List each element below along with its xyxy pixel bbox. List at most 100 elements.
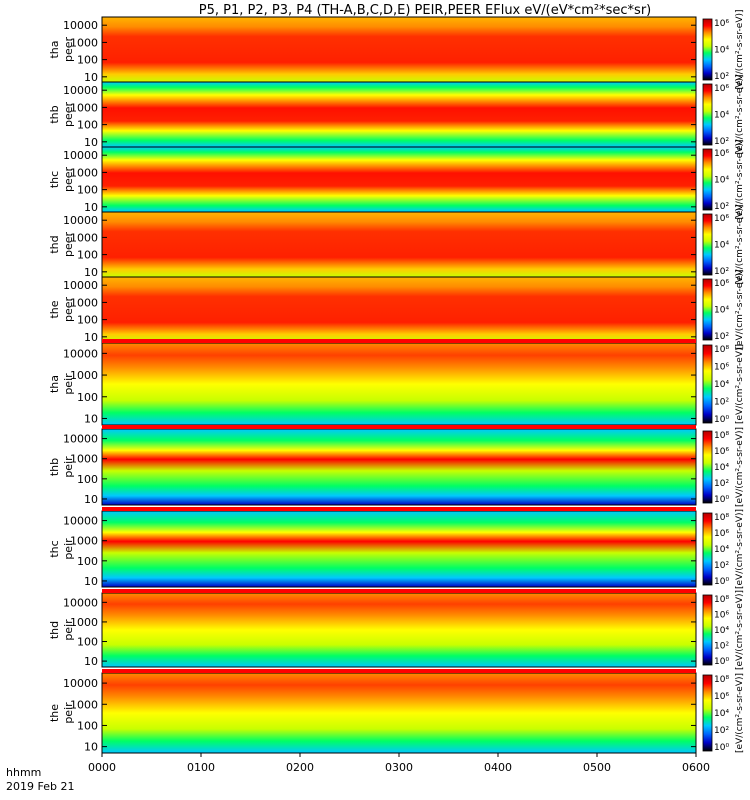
- colorbar: [702, 430, 713, 504]
- colorbar: [702, 83, 713, 146]
- panel-label-probe: thb: [48, 105, 61, 123]
- spectrogram-thd-peer: [102, 212, 696, 277]
- colorbar: [702, 594, 713, 666]
- colorbar-tick-label: 10²: [714, 398, 729, 408]
- y-tick-label: 100: [77, 719, 98, 732]
- colorbar-tick-label: 10⁴: [714, 306, 729, 316]
- panel-label-probe: tha: [48, 40, 61, 58]
- y-tick-label: 1000: [70, 698, 98, 711]
- chart-title: P5, P1, P2, P3, P4 (TH-A,B,C,D,E) PEIR,P…: [199, 3, 652, 18]
- y-tick-label: 100: [77, 184, 98, 197]
- y-tick-label: 10: [84, 741, 98, 754]
- colorbar-unit-label: [eV/(cm²-s-sr-eV)]: [735, 590, 745, 670]
- colorbar-unit-label: [eV/(cm²-s-sr-eV)]: [735, 74, 745, 154]
- colorbar-tick-label: 10⁴: [714, 176, 729, 186]
- colorbar-tick-label: 10⁸: [714, 595, 729, 605]
- panel-label-probe: tha: [48, 375, 61, 393]
- y-tick-label: 1000: [70, 231, 98, 244]
- mode-bar: [102, 339, 696, 343]
- x-tick-label: 0400: [484, 761, 512, 774]
- x-axis-hhmm-label: hhmm: [6, 766, 41, 779]
- y-tick-label: 10000: [63, 19, 98, 32]
- panel-label-probe: the: [48, 704, 61, 722]
- panel-label-species: peer: [62, 232, 75, 258]
- spectrogram-thc-peer: [102, 147, 696, 212]
- y-tick-label: 100: [77, 54, 98, 67]
- panel-the-peir: 10 100 1000 10000 the peir 10⁰ 10² 10⁴ 10⁶ 10⁸ [eV/…: [48, 672, 745, 754]
- y-tick-label: 10000: [63, 279, 98, 292]
- colorbar-tick-label: 10⁴: [714, 380, 729, 390]
- y-tick-label: 1000: [70, 369, 98, 382]
- x-tick-label: 0000: [88, 761, 116, 774]
- panel-label-probe: thd: [48, 235, 61, 253]
- y-tick-label: 10: [84, 412, 98, 425]
- colorbar-tick-label: 10⁴: [714, 545, 729, 555]
- x-tick-label: 0500: [583, 761, 611, 774]
- y-tick-label: 1000: [70, 535, 98, 548]
- colorbar: [702, 278, 713, 341]
- colorbar-tick-label: 10⁴: [714, 46, 729, 56]
- colorbar-unit-label: [eV/(cm²-s-sr-eV)]: [735, 673, 745, 753]
- panel-label-probe: thd: [48, 621, 61, 639]
- y-tick-label: 100: [77, 636, 98, 649]
- colorbar-unit-label: [eV/(cm²-s-sr-eV)]: [735, 139, 745, 219]
- y-tick-label: 10000: [63, 515, 98, 528]
- x-axis-date-label: 2019 Feb 21: [6, 780, 74, 793]
- colorbar-tick-label: 10²: [714, 137, 729, 147]
- colorbar: [702, 344, 713, 424]
- colorbar-unit-label: [eV/(cm²-s-sr-eV)]: [735, 9, 745, 89]
- colorbar-unit-label: [eV/(cm²-s-sr-eV)]: [735, 344, 745, 424]
- colorbar-tick-label: 10⁴: [714, 111, 729, 121]
- colorbar-tick-label: 10⁶: [714, 692, 729, 702]
- y-tick-label: 1000: [70, 166, 98, 179]
- y-tick-label: 10: [84, 136, 98, 149]
- colorbar-tick-label: 10⁴: [714, 709, 729, 719]
- y-tick-label: 10000: [63, 149, 98, 162]
- colorbar-tick-label: 10⁶: [714, 149, 729, 159]
- mode-bar: [102, 589, 696, 593]
- panel-label-species: peer: [62, 297, 75, 323]
- x-tick-label: 0600: [682, 761, 710, 774]
- spectrogram-thb-peer: [102, 82, 696, 147]
- y-tick-label: 100: [77, 555, 98, 568]
- colorbar: [702, 18, 713, 81]
- colorbar-tick-label: 10²: [714, 642, 729, 652]
- colorbar-tick-label: 10⁸: [714, 513, 729, 523]
- colorbar-tick-label: 10⁶: [714, 363, 729, 373]
- colorbar: [702, 674, 713, 752]
- panel-label-probe: thb: [48, 458, 61, 476]
- y-tick-label: 1000: [70, 296, 98, 309]
- y-tick-label: 10: [84, 71, 98, 84]
- panel-label-species: peer: [62, 167, 75, 193]
- colorbar-tick-label: 10⁶: [714, 611, 729, 621]
- colorbar-tick-label: 10⁰: [714, 495, 729, 505]
- colorbar-tick-label: 10⁴: [714, 241, 729, 251]
- mode-bar: [102, 507, 696, 511]
- colorbar-tick-label: 10⁰: [714, 657, 729, 667]
- colorbar-tick-label: 10⁸: [714, 345, 729, 355]
- panel-tha-peir: 10 100 1000 10000 tha peir 10⁰ 10² 10⁴ 10⁶ 10⁸ [eV/…: [48, 342, 745, 426]
- spectrogram-tha-peir: [102, 343, 696, 425]
- x-tick-label: 0300: [385, 761, 413, 774]
- colorbar-tick-label: 10⁶: [714, 84, 729, 94]
- spectrogram-tha-peer: [102, 17, 696, 82]
- y-tick-label: 1000: [70, 36, 98, 49]
- y-tick-label: 1000: [70, 616, 98, 629]
- panel-label-species: peir: [62, 702, 75, 724]
- y-tick-label: 10: [84, 266, 98, 279]
- colorbar-tick-label: 10⁶: [714, 19, 729, 29]
- y-tick-label: 10000: [63, 84, 98, 97]
- panel-label-species: peir: [62, 538, 75, 560]
- y-tick-label: 10000: [63, 677, 98, 690]
- y-tick-label: 10000: [63, 214, 98, 227]
- spectrogram-the-peer: [102, 277, 696, 342]
- y-tick-label: 1000: [70, 101, 98, 114]
- panel-label-probe: thc: [48, 171, 61, 188]
- y-tick-label: 100: [77, 391, 98, 404]
